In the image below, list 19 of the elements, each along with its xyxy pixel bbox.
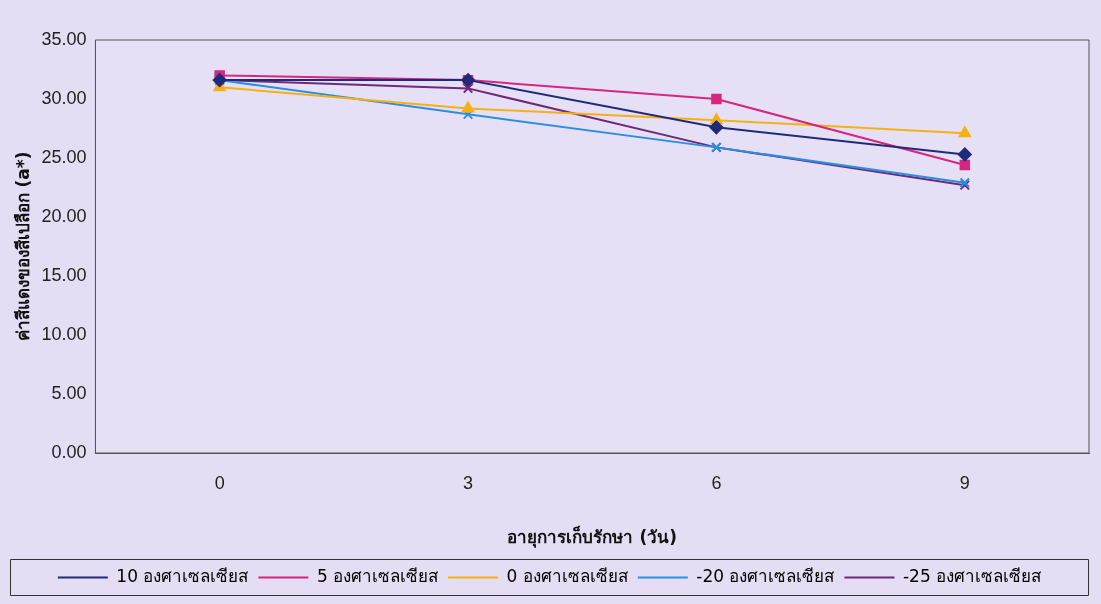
- y-tick-label: 10.00: [41, 323, 87, 344]
- y-tick-label: 20.00: [41, 205, 87, 226]
- legend-label: 0 องศาเซลเซียส: [506, 565, 629, 586]
- y-tick-label: 0.00: [51, 441, 87, 462]
- y-tick-label: 30.00: [41, 87, 87, 108]
- y-tick-label: 5.00: [51, 382, 87, 403]
- legend-label: 5 องศาเซลเซียส: [316, 565, 440, 586]
- x-tick-label: 9: [959, 472, 970, 493]
- y-tick-label: 35.00: [41, 28, 87, 49]
- x-tick-label: 3: [463, 472, 474, 493]
- y-tick-label: 25.00: [41, 146, 87, 167]
- legend-label: 10 องศาเซลเซียส: [116, 565, 250, 586]
- x-tick-label: 6: [711, 472, 722, 493]
- legend-label: -20 องศาเซลเซียส: [696, 565, 836, 586]
- y-axis-title: ค่าสีแดงของสีเปลือก (a*): [12, 151, 33, 342]
- legend-label: -25 องศาเซลเซียส: [902, 565, 1043, 586]
- x-axis-title: อายุการเก็บรักษา (วัน): [507, 525, 677, 549]
- x-tick-label: 0: [214, 472, 225, 493]
- y-tick-label: 15.00: [41, 264, 87, 285]
